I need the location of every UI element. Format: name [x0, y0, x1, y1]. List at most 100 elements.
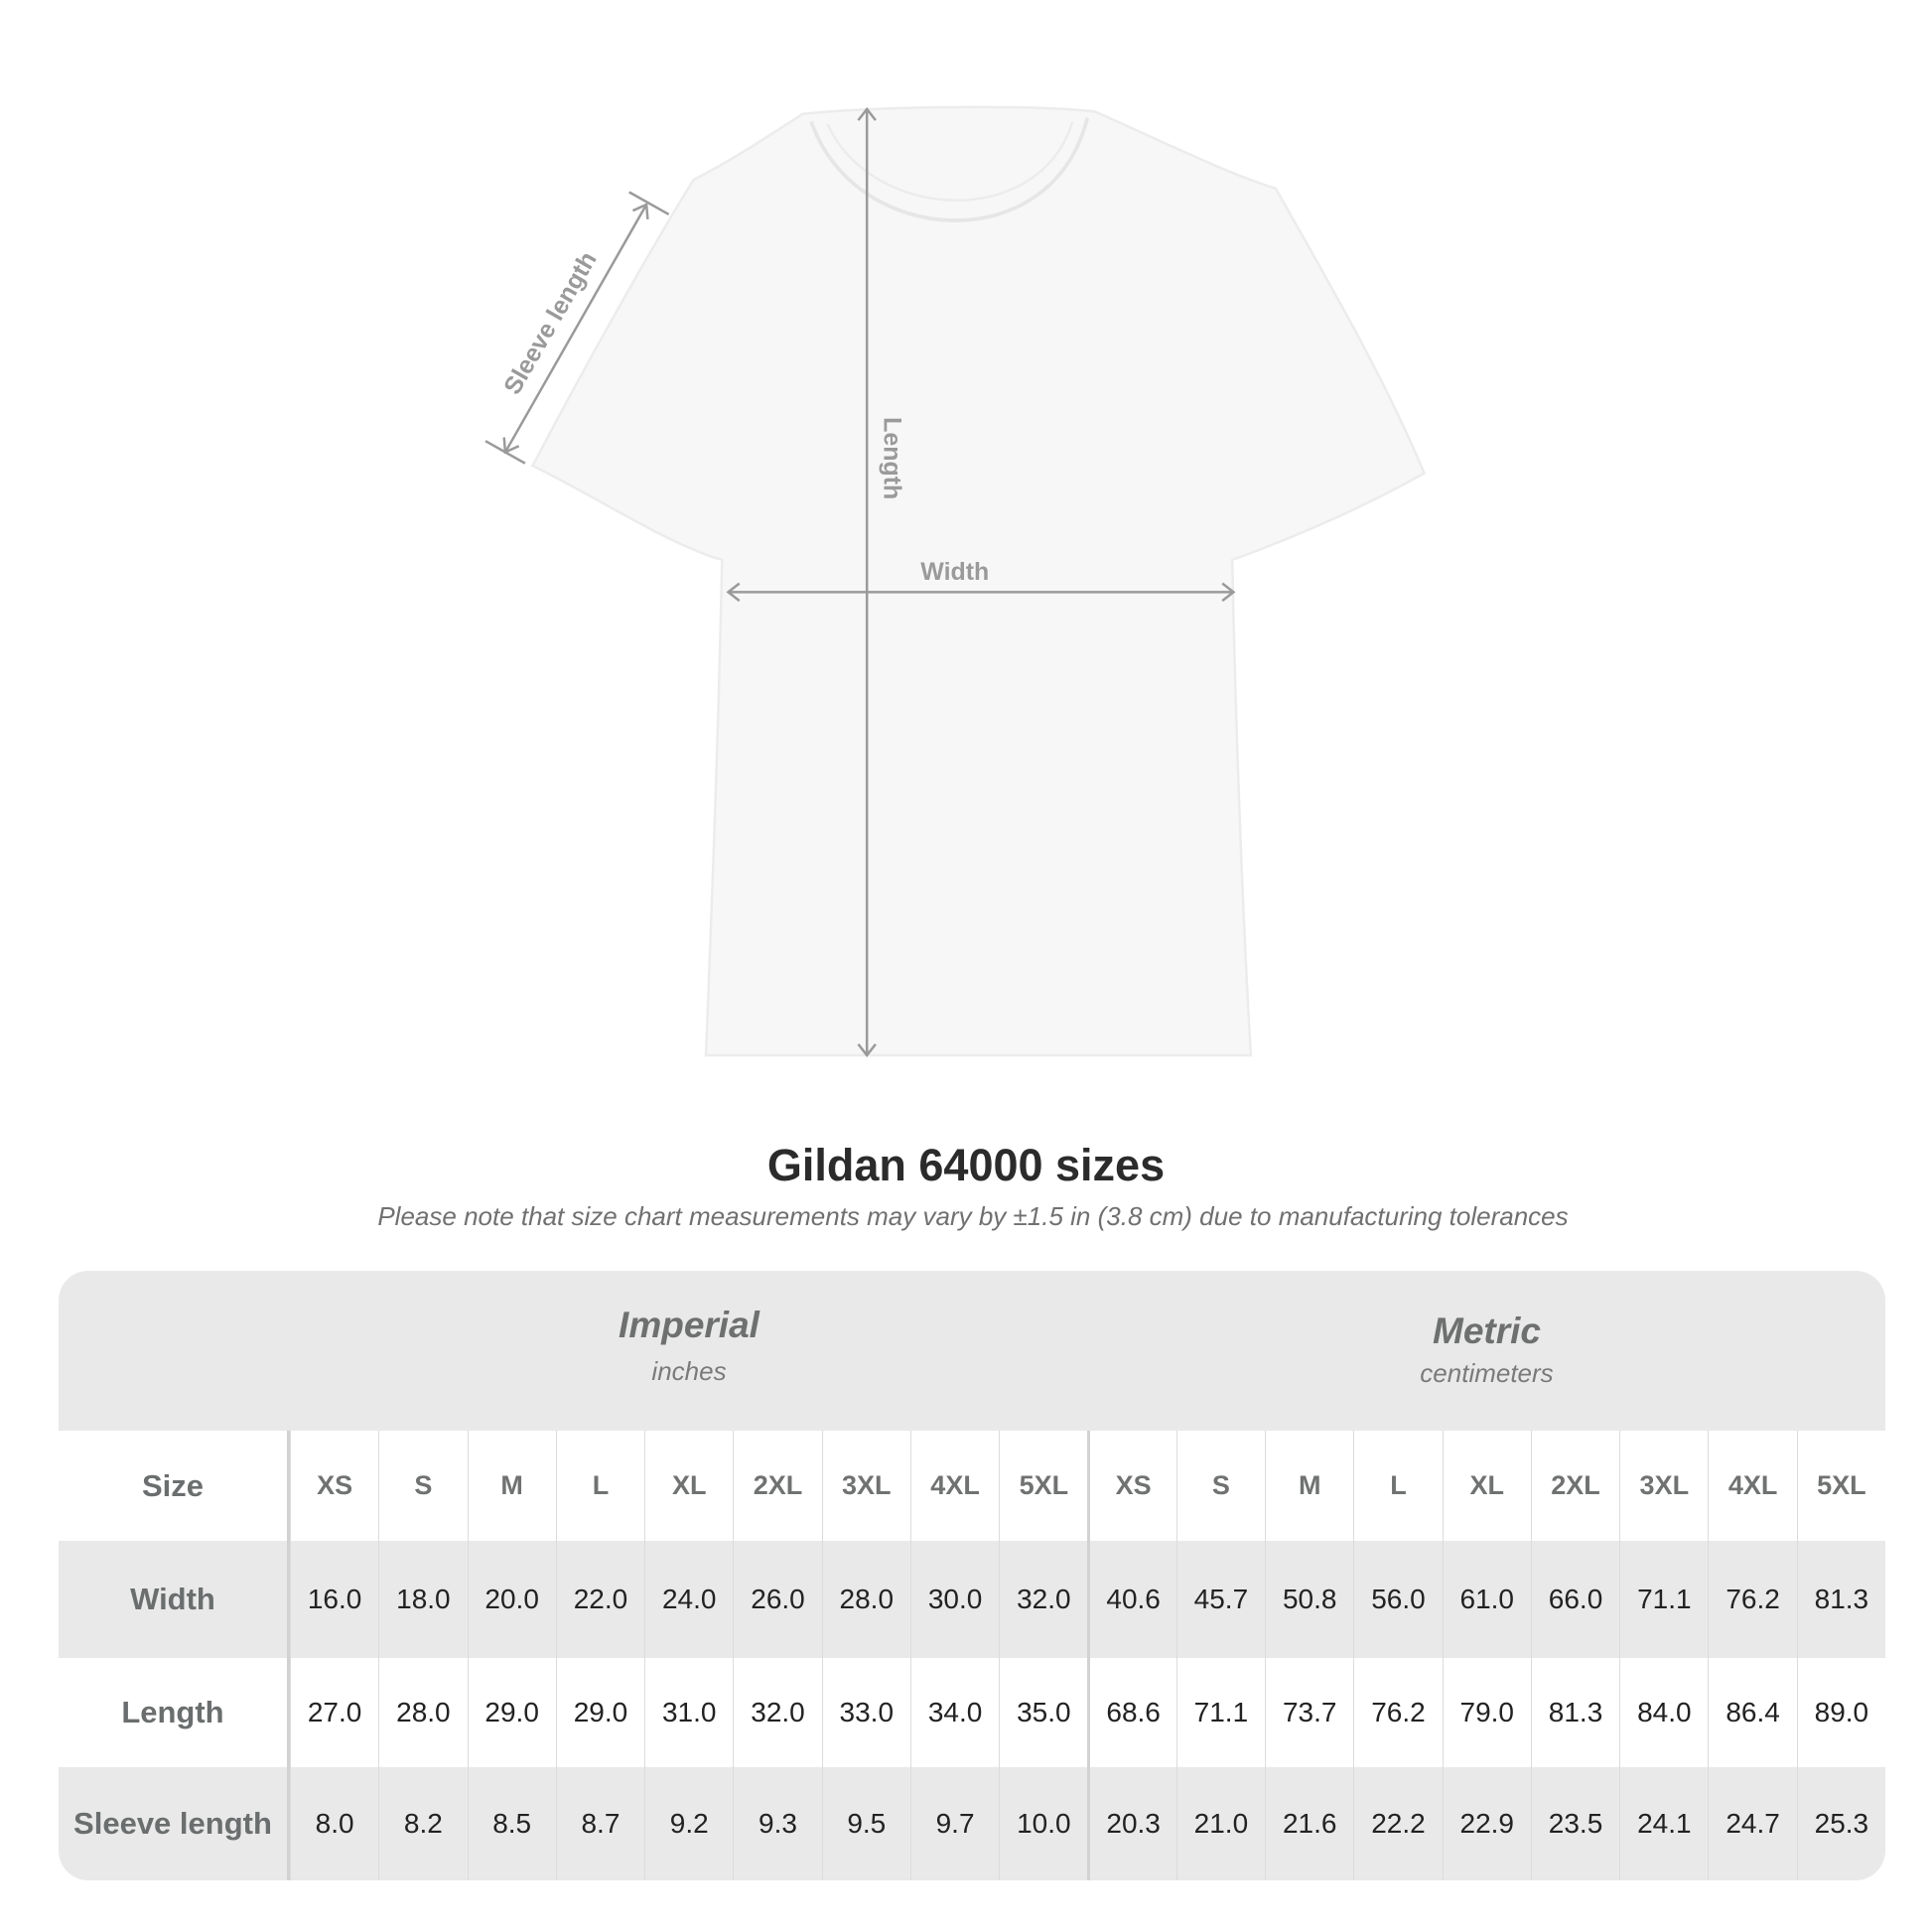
- size-header-cell: M: [1265, 1431, 1353, 1541]
- value-cell: 31.0: [644, 1658, 733, 1767]
- value-cell: 21.0: [1175, 1767, 1265, 1880]
- tshirt-shape: [530, 105, 1427, 1057]
- value-cell: 34.0: [909, 1658, 999, 1767]
- value-cell: 73.7: [1265, 1658, 1353, 1767]
- value-cell: 20.3: [1087, 1767, 1175, 1880]
- row-width-label: Width: [59, 1541, 290, 1658]
- length-arrow-head-bottom: [857, 1042, 877, 1057]
- value-cell: 32.0: [999, 1541, 1087, 1658]
- length-arrow-head-top: [857, 106, 877, 121]
- value-cell: 81.3: [1796, 1541, 1885, 1658]
- size-header-cell: 5XL: [999, 1431, 1087, 1541]
- value-cell: 27.0: [289, 1658, 378, 1767]
- value-cell: 30.0: [909, 1541, 999, 1658]
- sleeve-arrow: [503, 204, 648, 454]
- width-arrow-head-right: [1221, 582, 1236, 603]
- size-header-cell: M: [467, 1431, 556, 1541]
- value-cell: 24.1: [1619, 1767, 1708, 1880]
- width-label: Width: [920, 558, 989, 586]
- width-arrow-head-left: [726, 582, 741, 603]
- size-header-cell: XS: [1087, 1431, 1175, 1541]
- value-cell: 76.2: [1708, 1541, 1796, 1658]
- size-table: Imperial inches Metric centimeters Size X…: [59, 1271, 1885, 1880]
- value-cell: 18.0: [378, 1541, 467, 1658]
- imperial-unit: inches: [651, 1356, 727, 1386]
- value-cell: 22.0: [555, 1541, 644, 1658]
- value-cell: 71.1: [1619, 1541, 1708, 1658]
- collar-inner: [826, 121, 1074, 202]
- value-cell: 24.7: [1708, 1767, 1796, 1880]
- value-cell: 21.6: [1265, 1767, 1353, 1880]
- row-width: Width 16.0 18.0 20.0 22.0 24.0 26.0 28.0 30.0 32.…: [59, 1541, 1885, 1658]
- value-cell: 9.2: [644, 1767, 733, 1880]
- sleeve-arrow-head-top: [631, 203, 649, 220]
- value-cell: 9.7: [909, 1767, 999, 1880]
- value-cell: 20.0: [467, 1541, 556, 1658]
- row-length-label: Length: [59, 1658, 290, 1767]
- value-cell: 79.0: [1442, 1658, 1531, 1767]
- value-cell: 45.7: [1175, 1541, 1265, 1658]
- size-header-cell: XS: [289, 1431, 378, 1541]
- value-cell: 10.0: [999, 1767, 1087, 1880]
- size-header-cell: 5XL: [1796, 1431, 1885, 1541]
- size-header-cell: 3XL: [1619, 1431, 1708, 1541]
- sleeve-tick-top: [628, 191, 670, 216]
- value-cell: 9.3: [733, 1767, 821, 1880]
- value-cell: 50.8: [1265, 1541, 1353, 1658]
- value-cell: 71.1: [1175, 1658, 1265, 1767]
- value-cell: 86.4: [1708, 1658, 1796, 1767]
- value-cell: 35.0: [999, 1658, 1087, 1767]
- value-cell: 56.0: [1353, 1541, 1442, 1658]
- value-cell: 68.6: [1087, 1658, 1175, 1767]
- value-cell: 81.3: [1530, 1658, 1619, 1767]
- value-cell: 26.0: [733, 1541, 821, 1658]
- row-length: Length 27.0 28.0 29.0 29.0 31.0 32.0 33.0 34.0 35…: [59, 1658, 1885, 1767]
- value-cell: 24.0: [644, 1541, 733, 1658]
- size-header-cell: 3XL: [821, 1431, 910, 1541]
- size-header-cell: 2XL: [733, 1431, 821, 1541]
- value-cell: 23.5: [1530, 1767, 1619, 1880]
- size-header-cell: S: [1175, 1431, 1265, 1541]
- value-cell: 76.2: [1353, 1658, 1442, 1767]
- value-cell: 28.0: [821, 1541, 910, 1658]
- metric-title: Metric: [1433, 1311, 1541, 1351]
- size-header-cell: L: [1353, 1431, 1442, 1541]
- chart-title: Gildan 64000 sizes: [766, 1140, 1166, 1190]
- imperial-title: Imperial: [619, 1305, 759, 1345]
- value-cell: 25.3: [1796, 1767, 1885, 1880]
- tolerance-note: Please note that size chart measurements…: [377, 1201, 1569, 1231]
- value-cell: 8.2: [378, 1767, 467, 1880]
- value-cell: 8.0: [289, 1767, 378, 1880]
- metric-header: Metric centimeters: [1088, 1271, 1885, 1431]
- tshirt-diagram: Length Width Sleeve length: [484, 105, 1427, 1057]
- value-cell: 29.0: [555, 1658, 644, 1767]
- value-cell: 28.0: [378, 1658, 467, 1767]
- value-cell: 29.0: [467, 1658, 556, 1767]
- length-label: Length: [879, 417, 906, 499]
- value-cell: 61.0: [1442, 1541, 1531, 1658]
- value-cell: 40.6: [1087, 1541, 1175, 1658]
- imperial-header: Imperial inches: [290, 1271, 1088, 1431]
- value-cell: 33.0: [821, 1658, 910, 1767]
- size-header-cell: S: [378, 1431, 467, 1541]
- size-header-cell: XL: [644, 1431, 733, 1541]
- value-cell: 16.0: [289, 1541, 378, 1658]
- size-row: Size XS S M L XL 2XL 3XL 4XL 5XL XS S M L XL 2XL 3XL 4XL 5…: [59, 1431, 1885, 1541]
- size-header-cell: 4XL: [1708, 1431, 1796, 1541]
- size-header-cell: L: [555, 1431, 644, 1541]
- value-cell: 22.2: [1353, 1767, 1442, 1880]
- sleeve-arrow-head-bottom: [502, 437, 520, 455]
- value-cell: 89.0: [1796, 1658, 1885, 1767]
- value-cell: 32.0: [733, 1658, 821, 1767]
- value-cell: 22.9: [1442, 1767, 1531, 1880]
- size-header-cell: 4XL: [909, 1431, 999, 1541]
- size-header-cell: XL: [1442, 1431, 1531, 1541]
- value-cell: 8.5: [467, 1767, 556, 1880]
- value-cell: 9.5: [821, 1767, 910, 1880]
- value-cell: 66.0: [1530, 1541, 1619, 1658]
- metric-unit: centimeters: [1420, 1358, 1554, 1388]
- size-header-cell: 2XL: [1530, 1431, 1619, 1541]
- size-row-label: Size: [59, 1431, 290, 1541]
- collar: [809, 117, 1090, 222]
- row-sleeve-length-label: Sleeve length: [59, 1767, 290, 1880]
